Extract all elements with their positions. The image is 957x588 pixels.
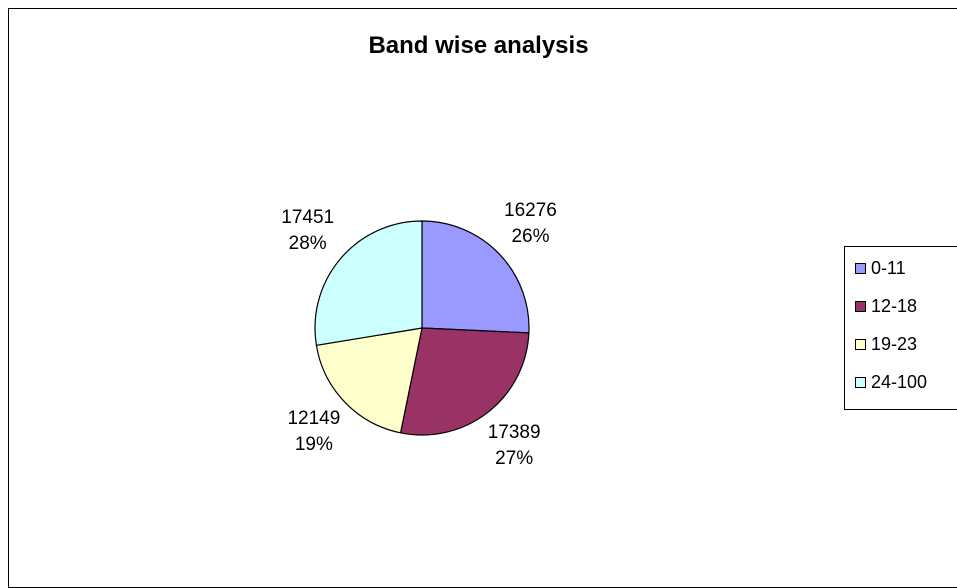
data-label-0-11: 16276 26% (485, 198, 575, 250)
pie-chart (314, 220, 530, 436)
legend-label: 24-100 (871, 371, 928, 392)
pie-slice-0-11 (421, 220, 530, 334)
legend-swatch (855, 338, 866, 350)
pie-slice-12-18 (399, 327, 530, 436)
legend-item-12-18: 12-18 (855, 293, 917, 319)
pie-slice-24-100 (314, 220, 423, 346)
data-label-value: 12149 (287, 407, 341, 429)
data-label-value: 16276 (504, 200, 557, 222)
data-label-percent: 28% (288, 232, 327, 254)
legend-swatch (855, 300, 866, 312)
legend-item-0-11: 0-11 (855, 255, 906, 281)
legend: 0-11 12-18 19-23 24-100 (844, 246, 957, 410)
legend-item-24-100: 24-100 (855, 369, 927, 395)
pie-slice-19-23 (315, 327, 423, 434)
legend-label: 12-18 (871, 295, 918, 316)
legend-label: 0-11 (871, 257, 906, 278)
data-label-value: 17451 (281, 206, 335, 228)
legend-item-19-23: 19-23 (855, 331, 917, 357)
data-label-percent: 26% (511, 226, 550, 248)
data-label-percent: 27% (495, 448, 534, 470)
chart-title: Band wise analysis (368, 32, 589, 59)
legend-label: 19-23 (871, 333, 918, 354)
data-label-12-18: 17389 27% (469, 420, 559, 472)
data-label-value: 17389 (487, 422, 541, 444)
data-label-24-100: 17451 28% (263, 205, 353, 257)
data-label-19-23: 12149 19% (269, 406, 359, 458)
legend-swatch (855, 262, 866, 274)
data-label-percent: 19% (294, 433, 333, 455)
legend-swatch (855, 376, 866, 388)
